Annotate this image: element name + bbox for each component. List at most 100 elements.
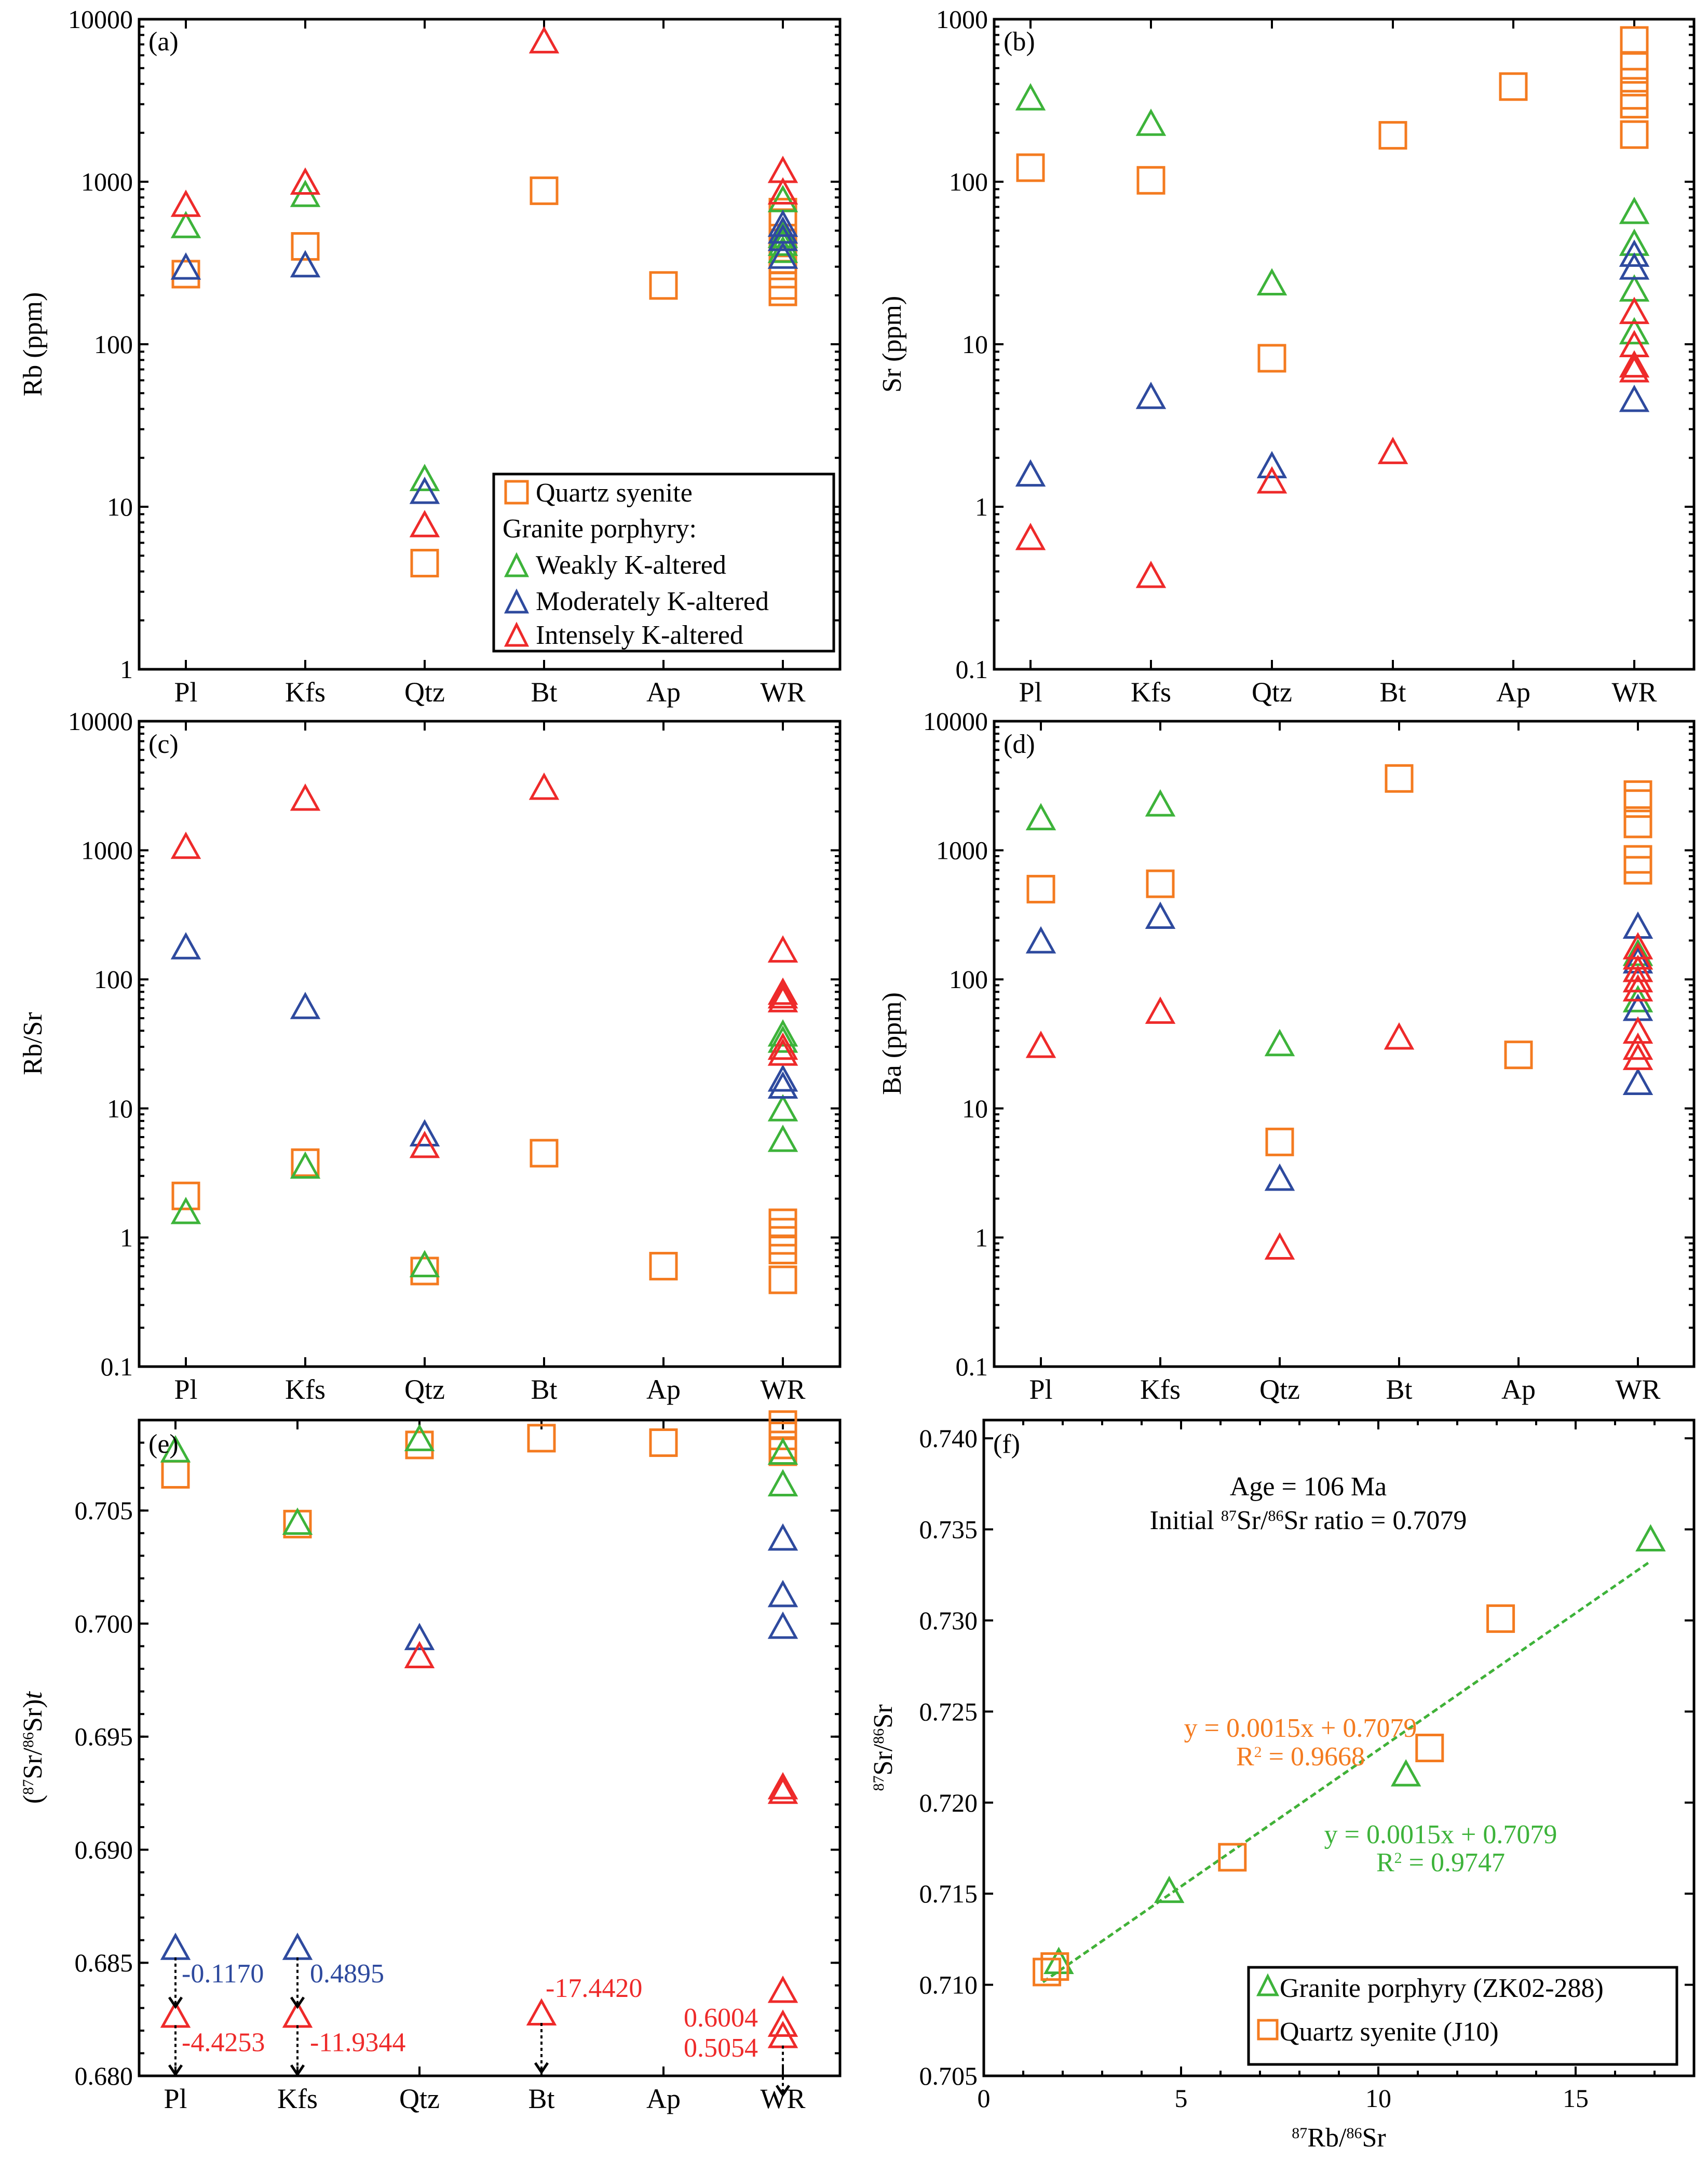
panel-d-intensely-point-9 xyxy=(1622,1016,1653,1044)
panel-a-ytick-label-0: 1 xyxy=(120,655,133,684)
panel-a-category-kfs: Kfs xyxy=(285,677,326,708)
panel-b-weakly-point-3 xyxy=(1619,196,1650,224)
panel-f-legend-quartz-square xyxy=(1257,2019,1279,2041)
panel-f-xtick-label-2: 10 xyxy=(1365,2084,1391,2113)
panel-c-intensely-point-7 xyxy=(767,985,798,1012)
panel-a-quartz_syenite-point-11 xyxy=(768,277,797,306)
panel-e-ytick-label-1: 0.685 xyxy=(75,1948,133,1977)
panel-c-weakly-point-1 xyxy=(290,1151,321,1179)
panel-d-weakly-point-3 xyxy=(1622,938,1653,966)
panel-e-category-kfs: Kfs xyxy=(277,2083,318,2114)
panel-b-intensely-point-2 xyxy=(1256,466,1287,494)
panel-d-ytick-label-0: 0.1 xyxy=(956,1352,988,1381)
panel-f-ytick-label-6: 0.735 xyxy=(919,1515,978,1544)
panel-b-quartz_syenite-point-4 xyxy=(1499,72,1528,101)
legend-quartz-syenite-square xyxy=(504,480,529,505)
panel-b-category-pl: Pl xyxy=(1019,677,1042,708)
panel-f-fit-r2-granite: R2 = 0.9747 xyxy=(1376,1848,1505,1878)
panel-e-weakly-point-4 xyxy=(767,1469,798,1496)
panel-e-weakly-point-3 xyxy=(767,1437,798,1465)
panel-d-ticks: 0.1 1 10 100 1000 10000 Pl Kfs Qtz Bt Ap WR xyxy=(923,707,1694,1405)
panel-d-intensely-point-6 xyxy=(1622,954,1653,982)
panel-e-offscale-label-1: 0.4895 xyxy=(310,1959,384,1989)
panel-a-moderately-point-3 xyxy=(767,209,798,237)
panel-c-quartz_syenite-point-5 xyxy=(768,1208,797,1237)
panel-a-category-qtz: Qtz xyxy=(404,677,445,708)
panel-c-ytick-label-5: 10000 xyxy=(68,707,133,736)
panel-b-ytick-label-4: 1000 xyxy=(936,5,988,34)
panel-c-category-wr: WR xyxy=(761,1374,806,1405)
panel-f-fit-line-weakly xyxy=(1042,1560,1651,1983)
panel-d-intensely-point-8 xyxy=(1622,974,1653,1002)
panel-e-initial-sr: 0.680 0.685 0.690 0.695 0.700 0.705 Pl Kfs Qtz Bt… xyxy=(18,1410,842,2114)
panel-e-offscale-arrowhead-3 xyxy=(290,2064,305,2077)
panel-a-ytick-label-3: 1000 xyxy=(81,167,133,196)
panel-e-wr-offscale-label-1: 0.6004 xyxy=(684,2003,758,2033)
panel-b-quartz_syenite-point-6 xyxy=(1620,51,1649,80)
legend-weakly-label: Weakly K-altered xyxy=(536,550,726,580)
panel-e-category-bt: Bt xyxy=(528,2083,554,2114)
panel-f-legend-box xyxy=(1247,1966,1678,2066)
panel-e-offscale-arrowhead-4 xyxy=(534,2062,549,2075)
panel-f-legend: Granite porphyry (ZK02-288) Quartz syeni… xyxy=(1247,1966,1678,2066)
panel-b-quartz_syenite-point-0 xyxy=(1016,153,1045,182)
panel-a-category-ap: Ap xyxy=(646,677,681,708)
panel-f-ylabel: 87Sr/86Sr xyxy=(869,1705,898,1791)
panel-d-quartz_syenite-point-5 xyxy=(1623,780,1652,809)
panel-f-legend-granite-triangle xyxy=(1256,1973,1280,1996)
panel-d-quartz_syenite-point-1 xyxy=(1146,869,1175,898)
panel-e-intensely-point-6 xyxy=(767,1975,798,2003)
panel-b-moderately-point-0 xyxy=(1015,459,1046,487)
panel-e-frame xyxy=(138,1419,842,2077)
panel-d-intensely-point-11 xyxy=(1622,1043,1653,1070)
panel-c-intensely-point-1 xyxy=(290,783,321,811)
panel-a-moderately-point-5 xyxy=(767,223,798,251)
panel-c-label: (c) xyxy=(148,730,179,759)
panel-e-ytick-label-5: 0.705 xyxy=(75,1496,133,1525)
panel-d-ytick-label-1: 1 xyxy=(975,1223,988,1252)
legend-intensely-label: Intensely K-altered xyxy=(536,620,743,650)
panel-d-moderately-point-6 xyxy=(1622,1068,1653,1096)
panel-a-points xyxy=(170,26,798,578)
panel-d-ylabel: Ba (ppm) xyxy=(877,992,907,1095)
panel-d-intensely-point-10 xyxy=(1622,1032,1653,1060)
panel-c-quartz_syenite-point-2 xyxy=(410,1257,439,1286)
panel-d-weakly-point-1 xyxy=(1145,789,1176,817)
panel-b-weakly-point-6 xyxy=(1619,317,1650,345)
panel-b-intensely-point-1 xyxy=(1135,560,1167,588)
panel-b-moderately-point-1 xyxy=(1135,382,1167,409)
panel-c-quartz_syenite-point-9 xyxy=(768,1265,797,1294)
panel-e-offscale-arrowhead-5 xyxy=(775,2085,791,2098)
panel-a-quartz_syenite-point-10 xyxy=(768,271,797,300)
panel-d-intensely-point-0 xyxy=(1025,1030,1056,1058)
panel-f-legend-quartz-label: Quartz syenite (J10) xyxy=(1280,2017,1499,2047)
panel-f-fit-r2-quartz: R2 = 0.9668 xyxy=(1236,1742,1365,1772)
panel-c-ytick-label-0: 0.1 xyxy=(101,1352,133,1381)
panel-d-quartz_syenite-point-7 xyxy=(1623,809,1652,839)
panel-b-quartz_syenite-point-9 xyxy=(1620,90,1649,119)
panel-d-moderately-point-3 xyxy=(1622,911,1653,939)
panel-d-label: (d) xyxy=(1004,730,1035,759)
panel-a-quartz_syenite-point-0 xyxy=(171,260,200,289)
panel-d-quartz_syenite-point-9 xyxy=(1623,856,1652,885)
panel-c-quartz_syenite-point-1 xyxy=(291,1148,320,1177)
panel-d-quartz_syenite-point-4 xyxy=(1504,1041,1533,1070)
panel-f-weakly-point-3 xyxy=(1635,1524,1666,1552)
panel-b-moderately-point-5 xyxy=(1619,384,1650,412)
panel-a-ylabel: Rb (ppm) xyxy=(18,292,48,397)
panel-d-quartz_syenite-point-6 xyxy=(1623,789,1652,818)
panel-f-xtick-label-0: 0 xyxy=(978,2084,991,2113)
panel-b-weakly-point-1 xyxy=(1135,109,1167,136)
panel-c-category-kfs: Kfs xyxy=(285,1374,326,1405)
panel-b-points xyxy=(1015,26,1650,588)
legend-moderately-triangle xyxy=(504,588,530,614)
panel-c-weakly-point-2 xyxy=(409,1250,440,1278)
legend: Quartz syenite Granite porphyry: Weakly … xyxy=(492,472,835,653)
panel-d-quartz_syenite-point-2 xyxy=(1265,1127,1294,1156)
panel-b-quartz_syenite-point-3 xyxy=(1378,121,1407,150)
panel-e-offscale-label-0: -0.1170 xyxy=(182,1959,264,1989)
panel-f-fit-equation-granite: y = 0.0015x + 0.7079 xyxy=(1324,1820,1557,1849)
panel-f-quartz_syenite-point-0 xyxy=(1033,1957,1062,1987)
panel-b-quartz_syenite-point-1 xyxy=(1136,166,1165,195)
legend-intensely-triangle xyxy=(504,622,530,647)
